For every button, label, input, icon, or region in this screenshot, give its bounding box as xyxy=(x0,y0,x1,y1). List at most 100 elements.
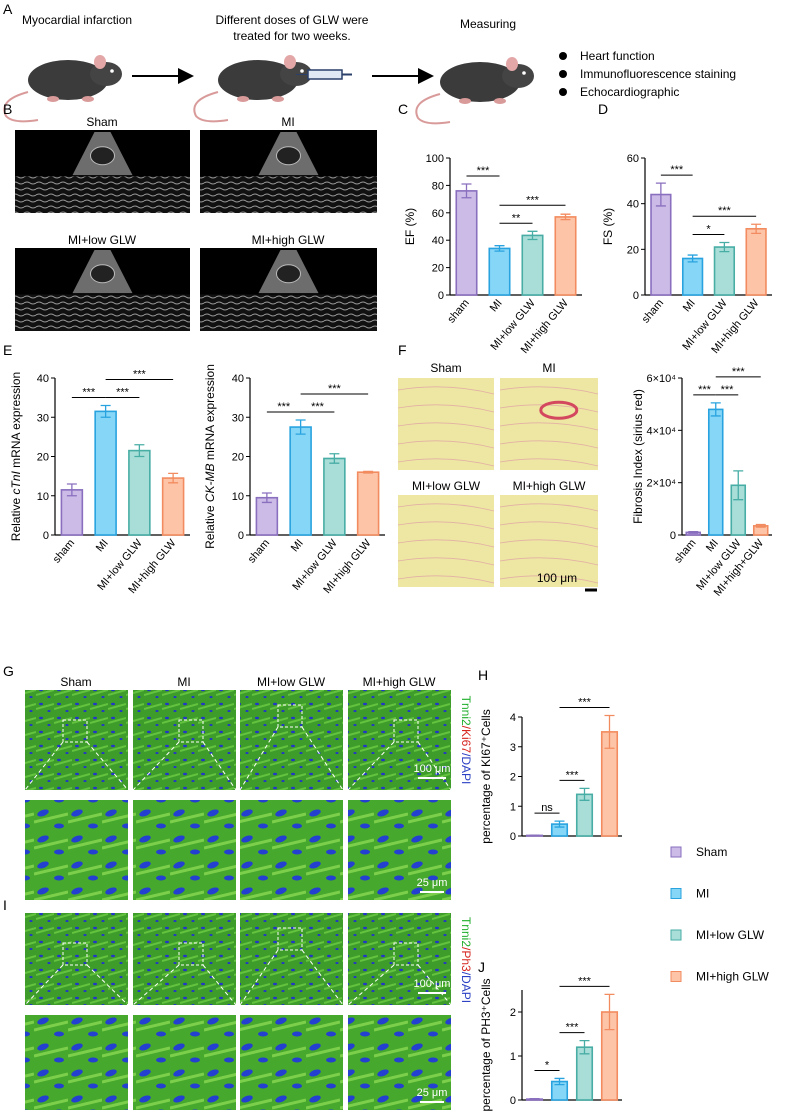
bar xyxy=(128,449,151,536)
error-bar xyxy=(604,714,615,749)
x-tick-label: sham xyxy=(445,297,471,325)
significance-label: *** xyxy=(328,383,342,395)
y-tick-label: 30 xyxy=(37,412,49,424)
zoom-box xyxy=(277,927,303,951)
y-tick-label: 20 xyxy=(432,263,444,275)
bar xyxy=(521,234,544,296)
significance-label: *** xyxy=(566,1022,580,1034)
y-axis-label: FS (%) xyxy=(601,208,615,245)
bar xyxy=(650,193,672,296)
image-label: MI+high GLW xyxy=(513,479,586,493)
collagen-strand xyxy=(499,386,599,395)
y-tick-label: 10 xyxy=(37,491,49,503)
collagen-strand xyxy=(499,557,599,566)
y-tick-label: 1 xyxy=(510,801,516,813)
image-label: Sham xyxy=(430,361,461,375)
if-image xyxy=(25,690,128,790)
collagen-strand xyxy=(499,521,599,530)
x-tick-label: sham xyxy=(672,537,698,565)
collagen-strand xyxy=(397,440,495,449)
zoom-line xyxy=(86,964,129,1006)
significance-label: ** xyxy=(512,212,521,224)
significance-label: *** xyxy=(578,697,592,709)
image-label: MI xyxy=(177,675,190,689)
fibrosis-region xyxy=(539,400,579,420)
zoom-line xyxy=(86,741,129,791)
syringe-icon xyxy=(296,69,352,80)
error-bar xyxy=(604,993,615,1031)
significance-label: *** xyxy=(133,368,147,380)
significance-label: *** xyxy=(82,386,96,398)
collagen-strand xyxy=(397,503,495,512)
y-tick-label: 0 xyxy=(510,1095,516,1107)
collagen-strand xyxy=(397,404,495,413)
y-tick-label: 0 xyxy=(670,530,676,542)
if-image xyxy=(240,913,343,1005)
if-zoom-image xyxy=(133,1015,236,1110)
y-tick-label: 20 xyxy=(232,452,244,464)
error-bar xyxy=(710,402,721,417)
bar xyxy=(681,257,704,296)
echo-heart xyxy=(90,264,115,284)
x-tick-label: MI xyxy=(94,537,111,554)
collagen-strand xyxy=(397,539,495,548)
legend-swatch xyxy=(670,929,682,941)
if-image xyxy=(133,913,236,1005)
significance-label: *** xyxy=(311,401,325,413)
y-tick-label: 4 xyxy=(510,712,516,724)
zoom-box xyxy=(393,942,419,966)
panel-letter: A xyxy=(3,1,13,17)
collagen-strand xyxy=(397,458,495,467)
zoom-line xyxy=(132,964,180,1006)
error-bar xyxy=(527,230,538,241)
significance-label: *** xyxy=(566,769,580,781)
zoom-line xyxy=(239,726,279,791)
y-tick-label: 40 xyxy=(37,373,49,385)
mouse-icon xyxy=(193,54,313,123)
step-label: treated for two weeks. xyxy=(233,29,350,43)
echo-image xyxy=(200,130,377,213)
zoom-line xyxy=(301,949,344,1006)
if-image xyxy=(133,690,236,790)
collagen-strand xyxy=(499,539,599,548)
stain-label: Tnni2/Ph3/DAPI xyxy=(459,917,473,1003)
image-label: MI xyxy=(281,115,294,129)
m-mode xyxy=(15,294,190,331)
error-bar xyxy=(554,820,565,828)
error-bar xyxy=(554,1077,565,1086)
y-tick-label: 40 xyxy=(432,235,444,247)
y-tick-label: 10 xyxy=(232,491,244,503)
zoom-line xyxy=(24,741,64,791)
y-tick-label: 2×10⁴ xyxy=(646,478,676,490)
echo-heart xyxy=(276,264,301,284)
error-bar xyxy=(100,404,111,418)
error-bar xyxy=(579,787,590,801)
bullet xyxy=(559,70,567,78)
significance-label: *** xyxy=(732,366,746,378)
mouse-icon xyxy=(415,56,535,125)
panel-letter: F xyxy=(398,342,407,358)
collagen-strand xyxy=(397,422,495,431)
x-tick-label: MI xyxy=(681,297,698,314)
stain-part: /DAPI xyxy=(459,753,473,784)
error-bar xyxy=(560,213,571,221)
legend-label: MI xyxy=(696,887,709,901)
bar xyxy=(554,216,577,296)
y-tick-label: 30 xyxy=(232,412,244,424)
legend-swatch xyxy=(670,971,682,982)
zoom-line xyxy=(24,964,64,1006)
m-mode xyxy=(200,176,377,213)
collagen-strand xyxy=(499,458,599,467)
x-tick-label: MI xyxy=(289,537,306,554)
collagen-strand xyxy=(397,386,495,395)
collagen-strand xyxy=(499,575,599,584)
if-zoom-image xyxy=(348,800,451,900)
bar xyxy=(161,477,185,536)
zoom-line xyxy=(347,964,395,1006)
stain-part: Tnni2 xyxy=(459,696,473,726)
image-label: MI+low GLW xyxy=(68,233,137,247)
step-label: Myocardial infarction xyxy=(22,13,132,27)
stain-part: /Ph3 xyxy=(459,947,473,972)
scale-label: 25 μm xyxy=(417,877,448,889)
